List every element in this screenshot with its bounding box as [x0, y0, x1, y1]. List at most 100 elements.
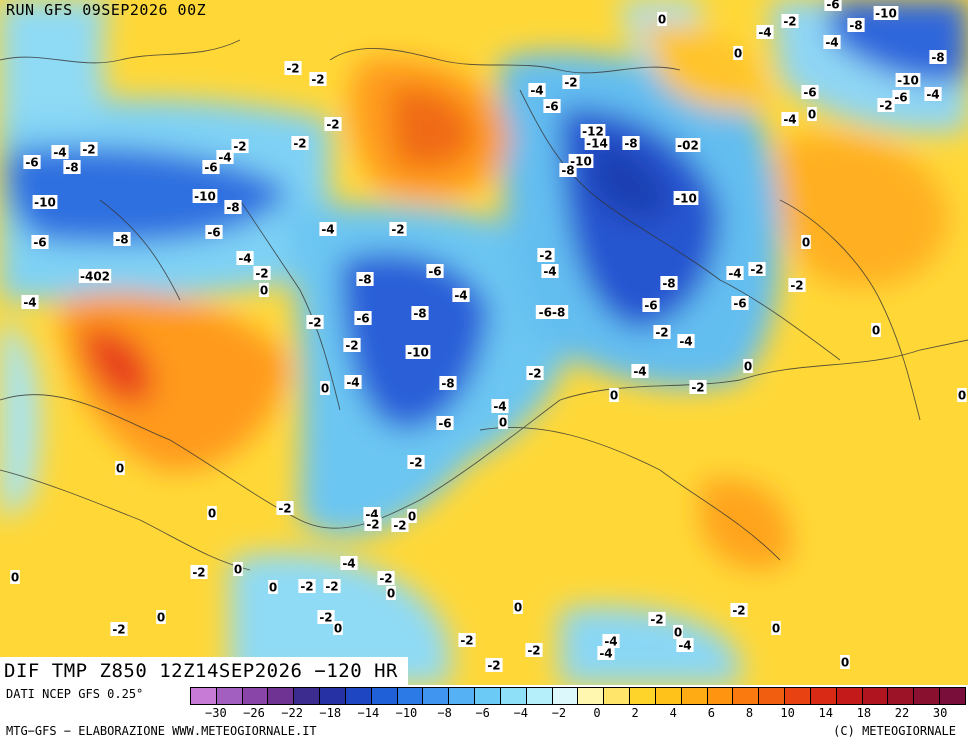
- isotherm-label: 0: [259, 283, 269, 298]
- colorbar-swatch: [320, 688, 346, 704]
- isotherm-label: 0: [407, 509, 417, 524]
- colorbar-swatch: [707, 688, 734, 704]
- svg-text:-2: -2: [564, 76, 577, 90]
- isotherm-label: -2: [537, 248, 555, 263]
- colorbar-swatch: [475, 688, 501, 704]
- isotherm-label: 0: [871, 323, 881, 338]
- svg-text:-6: -6: [438, 417, 451, 431]
- svg-text:-6: -6: [644, 299, 657, 313]
- isotherm-label: -2: [562, 75, 580, 90]
- isotherm-label: -2: [525, 643, 543, 658]
- colorbar-swatch: [294, 688, 321, 704]
- colorbar-tick-label: −8: [437, 706, 452, 720]
- svg-text:-2: -2: [487, 659, 500, 673]
- isotherm-label: 0: [333, 621, 343, 636]
- isotherm-label: -2: [364, 517, 382, 532]
- isotherm-label: 0: [207, 506, 217, 521]
- isotherm-label: -2: [788, 278, 806, 293]
- isotherm-label: -2: [485, 658, 503, 673]
- svg-text:-2: -2: [539, 249, 552, 263]
- svg-text:0: 0: [610, 389, 618, 403]
- colorbar-swatch: [526, 688, 553, 704]
- svg-text:-2: -2: [233, 140, 246, 154]
- svg-text:0: 0: [157, 611, 165, 625]
- colorbar-tick-labels: −30 −26 −22 −18 −14 −10 −8 −6 −4 −2 0 2 4 6 8 10 14 18 22 3…: [190, 706, 966, 722]
- colorbar-tick-label: 6: [707, 706, 716, 720]
- colorbar-tick-label: 0: [593, 706, 601, 720]
- svg-text:0: 0: [658, 13, 666, 27]
- isotherm-label: -6: [824, 0, 842, 12]
- isotherm-label: -2: [306, 315, 324, 330]
- isotherm-label: -6: [892, 90, 910, 105]
- svg-text:-8: -8: [849, 19, 862, 33]
- colorbar-swatch: [888, 688, 915, 704]
- svg-text:-2: -2: [527, 644, 540, 658]
- svg-text:-4: -4: [238, 252, 251, 266]
- isotherm-label: -8: [411, 306, 429, 321]
- svg-text:-2: -2: [319, 611, 332, 625]
- isotherm-label: -2: [877, 98, 895, 113]
- svg-text:-2: -2: [650, 613, 663, 627]
- isotherm-label: -2: [253, 266, 271, 281]
- svg-text:-2: -2: [112, 623, 125, 637]
- svg-text:-4: -4: [728, 267, 741, 281]
- svg-text:-6-8: -6-8: [539, 306, 566, 320]
- isotherm-label: 0: [673, 625, 683, 640]
- svg-text:-4: -4: [53, 146, 66, 160]
- svg-text:-6: -6: [33, 236, 46, 250]
- isotherm-label: -8: [224, 200, 242, 215]
- isotherm-label: -6-8: [535, 305, 569, 320]
- svg-text:-10: -10: [194, 190, 216, 204]
- isotherm-label: -6: [205, 225, 223, 240]
- isotherm-label: -4: [924, 87, 942, 102]
- coastlines: [0, 39, 968, 571]
- svg-text:-14: -14: [586, 137, 608, 151]
- isotherm-label: -14: [584, 136, 610, 151]
- svg-text:-10: -10: [897, 74, 919, 88]
- svg-text:-10: -10: [675, 192, 697, 206]
- svg-text:-2: -2: [879, 99, 892, 113]
- isotherm-label: -4: [602, 634, 620, 649]
- isotherm-label: -8: [439, 376, 457, 391]
- svg-text:-4: -4: [23, 296, 36, 310]
- colorbar-swatch: [268, 688, 295, 704]
- colorbar-swatch: [759, 688, 786, 704]
- isotherm-label: -2: [284, 61, 302, 76]
- svg-text:-2: -2: [732, 604, 745, 618]
- svg-text:-4: -4: [599, 647, 612, 661]
- svg-text:-6: -6: [207, 226, 220, 240]
- colorbar-tick-label: −26: [243, 706, 265, 720]
- isotherm-label: -4: [676, 638, 694, 653]
- isotherm-label: -4: [597, 646, 615, 661]
- svg-text:0: 0: [334, 622, 342, 636]
- isotherm-label: -8: [929, 50, 947, 65]
- isotherm-label: -4: [491, 399, 509, 414]
- colorbar-swatch: [423, 688, 450, 704]
- colorbar-swatch: [681, 688, 708, 704]
- svg-text:0: 0: [11, 571, 19, 585]
- credit-text: MTG−GFS − ELABORAZIONE WWW.METEOGIORNALE…: [6, 724, 317, 738]
- isotherm-label: -6: [31, 235, 49, 250]
- svg-text:-2: -2: [790, 279, 803, 293]
- colorbar-tick-label: 14: [818, 706, 833, 720]
- svg-text:-2: -2: [325, 580, 338, 594]
- colorbar-tick-label: 18: [856, 706, 872, 720]
- svg-text:-2: -2: [311, 73, 324, 87]
- colorbar-tick-label: −6: [475, 706, 490, 720]
- colorbar-swatch: [397, 688, 424, 704]
- colorbar-swatch: [604, 688, 631, 704]
- isotherm-label: -4: [319, 222, 337, 237]
- isotherm-label: -4: [756, 25, 774, 40]
- svg-text:-2: -2: [293, 137, 306, 151]
- colorbar-swatch: [785, 688, 811, 704]
- svg-text:-10: -10: [875, 7, 897, 21]
- colorbar-tick-label: −4: [513, 706, 529, 720]
- isotherm-label: -4: [726, 266, 744, 281]
- svg-text:-4: -4: [321, 223, 334, 237]
- data-source: DATI NCEP GFS 0.25°: [6, 687, 144, 701]
- svg-text:-2: -2: [326, 118, 339, 132]
- svg-text:-4: -4: [543, 265, 556, 279]
- isotherm-label: -2: [323, 579, 341, 594]
- isotherm-label: -2: [391, 518, 409, 533]
- isotherm-label: -10: [895, 73, 921, 88]
